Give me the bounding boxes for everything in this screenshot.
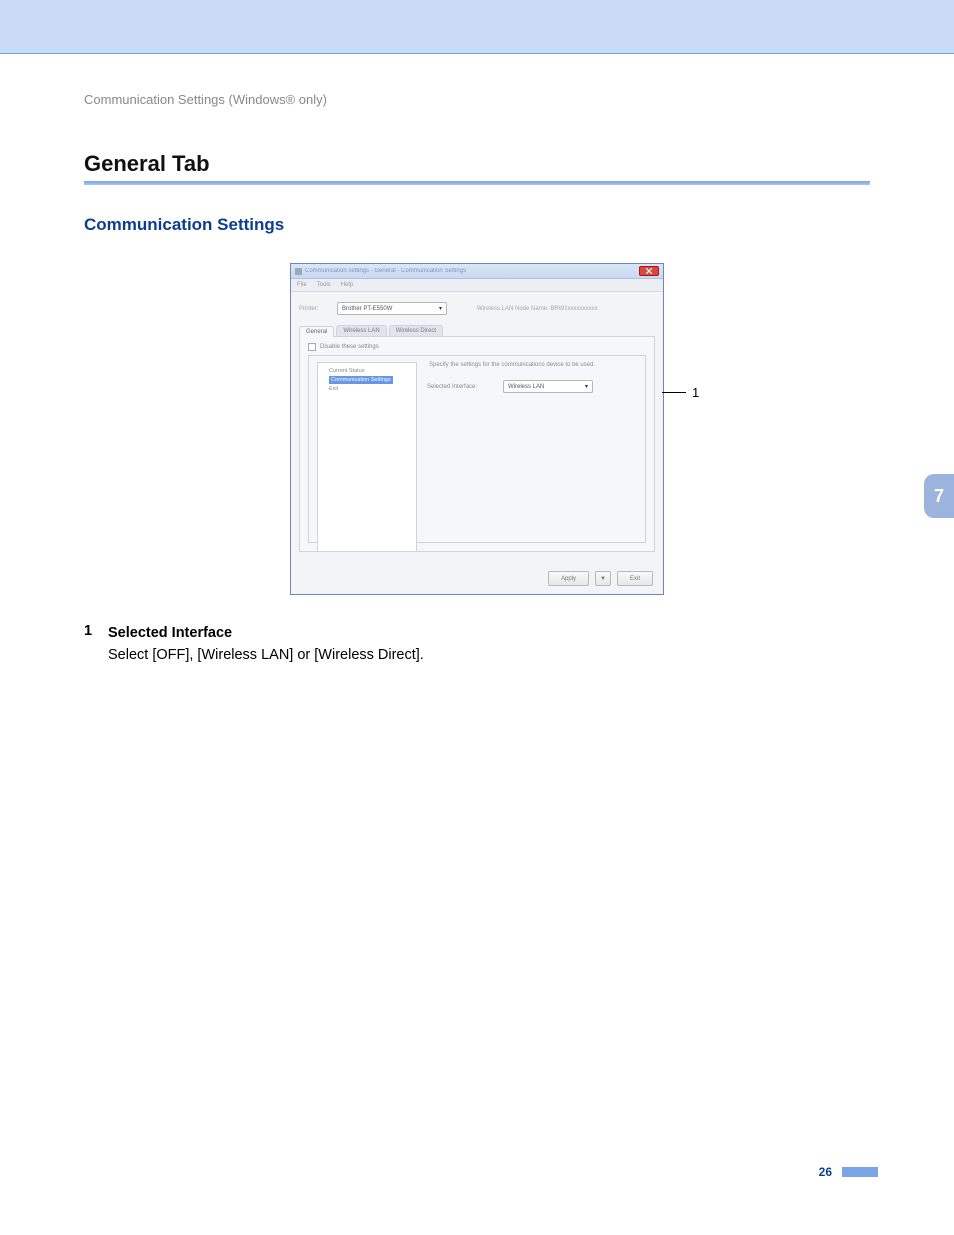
tab-general[interactable]: General	[299, 326, 334, 337]
disable-settings-row: Disable these settings	[308, 343, 646, 351]
tree-node-exit[interactable]: Exit	[321, 385, 413, 393]
selected-interface-value: Wireless LAN	[508, 384, 544, 390]
chevron-down-icon: ▾	[439, 305, 442, 312]
tabs-row: General Wireless LAN Wireless Direct	[299, 325, 655, 336]
printer-row: Printer: Brother PT-E550W ▾ Wireless LAN…	[291, 292, 663, 325]
settings-description: Specify the settings for the communicati…	[429, 362, 637, 368]
screenshot-window: Communication settings - General - Commu…	[290, 263, 664, 595]
tree-node-comm-settings[interactable]: Communication Settings	[329, 376, 393, 384]
window-menubar: File Tools Help	[291, 279, 663, 292]
page-title-rule	[84, 181, 870, 185]
apply-dropdown-button[interactable]: ▼	[595, 571, 611, 586]
list-item-body: Select [OFF], [Wireless LAN] or [Wireles…	[108, 647, 424, 663]
header-band	[0, 0, 954, 53]
callout-line-1	[662, 392, 686, 393]
menu-item-help[interactable]: Help	[341, 282, 353, 288]
close-icon	[646, 268, 652, 274]
list-item: 1 Selected Interface Select [OFF], [Wire…	[84, 623, 870, 667]
disable-settings-checkbox[interactable]	[308, 343, 316, 351]
page-title: General Tab	[84, 151, 870, 177]
exit-button[interactable]: Exit	[617, 571, 653, 586]
printer-label: Printer:	[299, 306, 329, 312]
tab-wireless-lan[interactable]: Wireless LAN	[336, 325, 386, 336]
page-number: 26	[819, 1165, 832, 1179]
disable-settings-label: Disable these settings	[320, 344, 379, 350]
list-item-title: Selected Interface	[108, 625, 232, 641]
running-head: Communication Settings (Windows® only)	[84, 92, 870, 107]
window-close-button[interactable]	[639, 266, 659, 276]
window-titlebar: Communication settings - General - Commu…	[291, 264, 663, 279]
chevron-down-icon: ▾	[585, 383, 588, 390]
settings-panel: Current Status Communication Settings Ex…	[308, 355, 646, 543]
numbered-list: 1 Selected Interface Select [OFF], [Wire…	[84, 623, 870, 667]
tree-view[interactable]: Current Status Communication Settings Ex…	[317, 362, 417, 552]
chapter-side-tab: 7	[924, 474, 954, 518]
printer-dropdown-value: Brother PT-E550W	[342, 306, 392, 312]
callout-number-1: 1	[692, 385, 699, 400]
settings-right-pane: Specify the settings for the communicati…	[427, 362, 637, 536]
tab-wireless-direct[interactable]: Wireless Direct	[389, 325, 443, 336]
section-title: Communication Settings	[84, 215, 870, 235]
screenshot-frame: Communication settings - General - Commu…	[290, 263, 664, 595]
tree-node-status[interactable]: Current Status	[321, 367, 413, 375]
chapter-side-number: 7	[934, 486, 944, 507]
node-name-label: Wireless LAN Node Name: BRW1xxxxxxxxxx	[477, 306, 598, 312]
menu-item-file[interactable]: File	[297, 282, 307, 288]
page-number-block: 26	[819, 1165, 878, 1179]
window-title-text: Communication settings - General - Commu…	[305, 268, 639, 274]
page-number-bar	[842, 1167, 878, 1177]
selected-interface-label: Selected Interface:	[427, 384, 493, 390]
window-app-icon	[295, 268, 302, 275]
dialog-button-row: Apply ▼ Exit	[548, 571, 653, 586]
printer-dropdown[interactable]: Brother PT-E550W ▾	[337, 302, 447, 315]
list-item-number: 1	[84, 623, 96, 667]
selected-interface-dropdown[interactable]: Wireless LAN ▾	[503, 380, 593, 393]
selected-interface-row: Selected Interface: Wireless LAN ▾	[427, 380, 637, 393]
apply-button[interactable]: Apply	[548, 571, 589, 586]
menu-item-tools[interactable]: Tools	[317, 282, 331, 288]
